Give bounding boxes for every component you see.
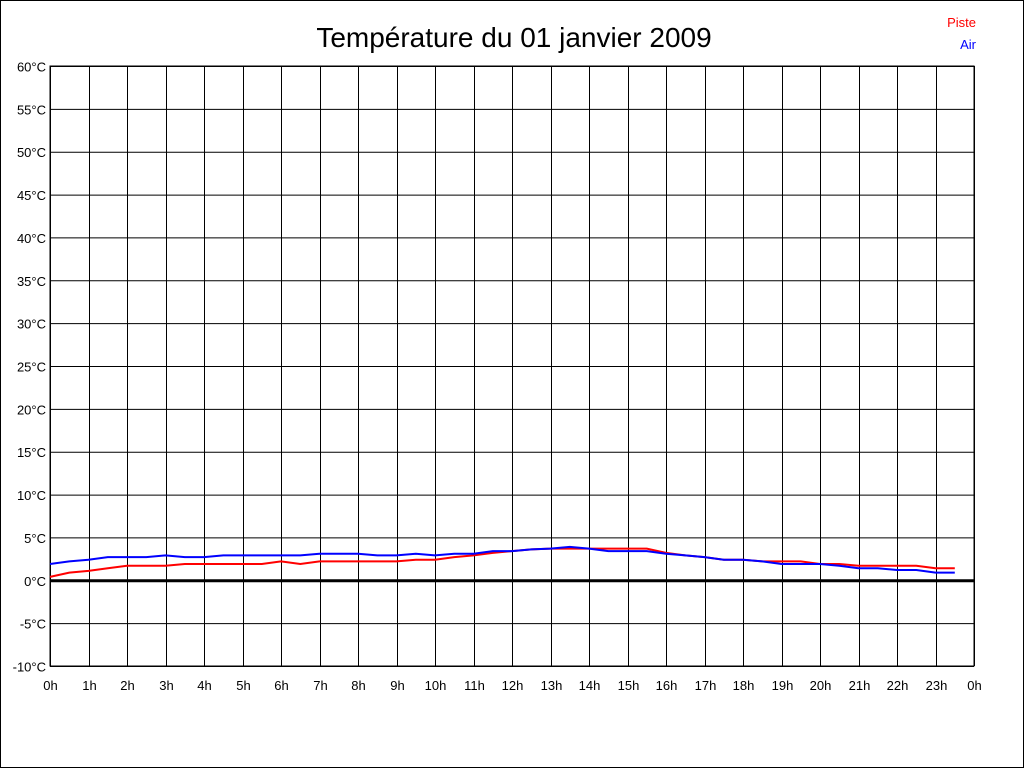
x-tick-label: 15h [618,678,640,693]
x-tick-label: 1h [82,678,96,693]
y-tick-label: 50°C [17,145,46,160]
y-tick-label: 15°C [17,445,46,460]
x-tick-label: 11h [464,678,485,693]
x-tick-label: 6h [274,678,288,693]
x-tick-label: 10h [425,678,447,693]
y-tick-label: 30°C [17,317,46,332]
y-tick-label: 40°C [17,231,46,246]
y-tick-label: 55°C [17,102,46,117]
x-tick-label: 9h [390,678,404,693]
chart-title: Température du 01 janvier 2009 [316,22,711,53]
y-tick-label: 35°C [17,274,46,289]
x-tick-label: 17h [695,678,717,693]
x-tick-label: 7h [313,678,327,693]
x-tick-label: 8h [351,678,365,693]
x-tick-label: 18h [733,678,755,693]
x-tick-label: 12h [502,678,524,693]
x-tick-label: 5h [236,678,250,693]
y-tick-label: 45°C [17,188,46,203]
x-tick-label: 23h [926,678,948,693]
x-tick-label: 16h [656,678,678,693]
x-tick-label: 20h [810,678,832,693]
x-tick-label: 3h [159,678,173,693]
x-tick-label: 19h [772,678,794,693]
y-tick-label: -10°C [13,660,46,675]
x-tick-label: 14h [579,678,601,693]
y-tick-label: 60°C [17,60,46,75]
x-tick-label: 0h [967,678,981,693]
x-tick-label: 13h [541,678,563,693]
x-tick-label: 0h [43,678,57,693]
x-tick-label: 2h [120,678,134,693]
y-tick-label: 25°C [17,360,46,375]
x-tick-label: 21h [849,678,871,693]
x-tick-label: 4h [197,678,211,693]
series-line-air [49,545,955,574]
legend-entry-piste: Piste [947,15,976,30]
y-tick-label: -5°C [20,617,46,632]
series-line-piste [49,547,955,578]
y-tick-label: 10°C [17,488,46,503]
x-tick-label: 22h [887,678,909,693]
y-tick-label: 5°C [24,531,46,546]
y-tick-label: 0°C [24,574,46,589]
y-tick-label: 20°C [17,402,46,417]
legend-entry-air: Air [960,37,977,52]
